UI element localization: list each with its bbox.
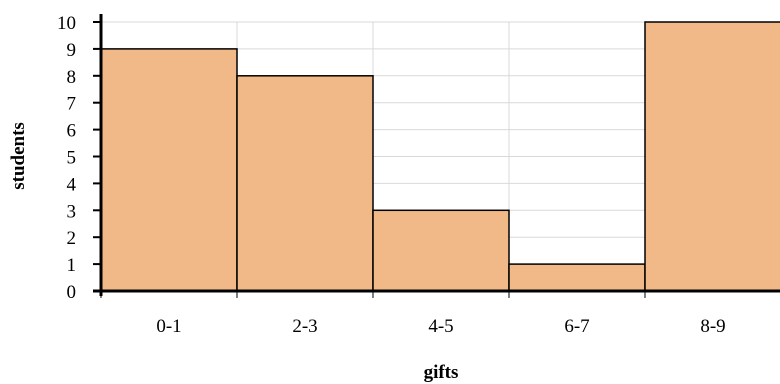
- x-ticks: 0-1 2-3 4-5 6-7 8-9: [100, 291, 726, 337]
- x-tick-label: 4-5: [428, 316, 453, 337]
- x-tick-label: 8-9: [700, 316, 725, 337]
- bar-2-3: [236, 75, 374, 292]
- bars: [100, 21, 780, 292]
- y-tick-label: 3: [67, 201, 77, 222]
- bar-8-9: [644, 21, 780, 292]
- y-tick-label: 8: [67, 67, 77, 88]
- y-tick-label: 6: [67, 121, 77, 142]
- y-tick-label: 0: [67, 282, 77, 303]
- y-tick-label: 5: [67, 148, 77, 169]
- y-ticks: 0 1 2 3 4 5 6 7 8 9 10: [57, 13, 101, 303]
- y-tick-label: 7: [67, 94, 77, 115]
- x-tick-label: 2-3: [292, 316, 317, 337]
- y-tick-label: 4: [67, 174, 77, 195]
- x-tick-label: 6-7: [564, 316, 589, 337]
- bar-4-5: [372, 209, 510, 292]
- x-axis-title: gifts: [424, 362, 459, 383]
- x-tick-label: 0-1: [156, 316, 181, 337]
- y-tick-label: 9: [67, 40, 77, 61]
- bar-0-1: [100, 48, 238, 292]
- y-tick-label: 10: [57, 13, 76, 34]
- y-tick-label: 2: [67, 228, 77, 249]
- bar-6-7: [508, 263, 646, 292]
- y-axis-title: students: [8, 122, 29, 190]
- y-tick-label: 1: [67, 255, 77, 276]
- axes: [93, 14, 780, 296]
